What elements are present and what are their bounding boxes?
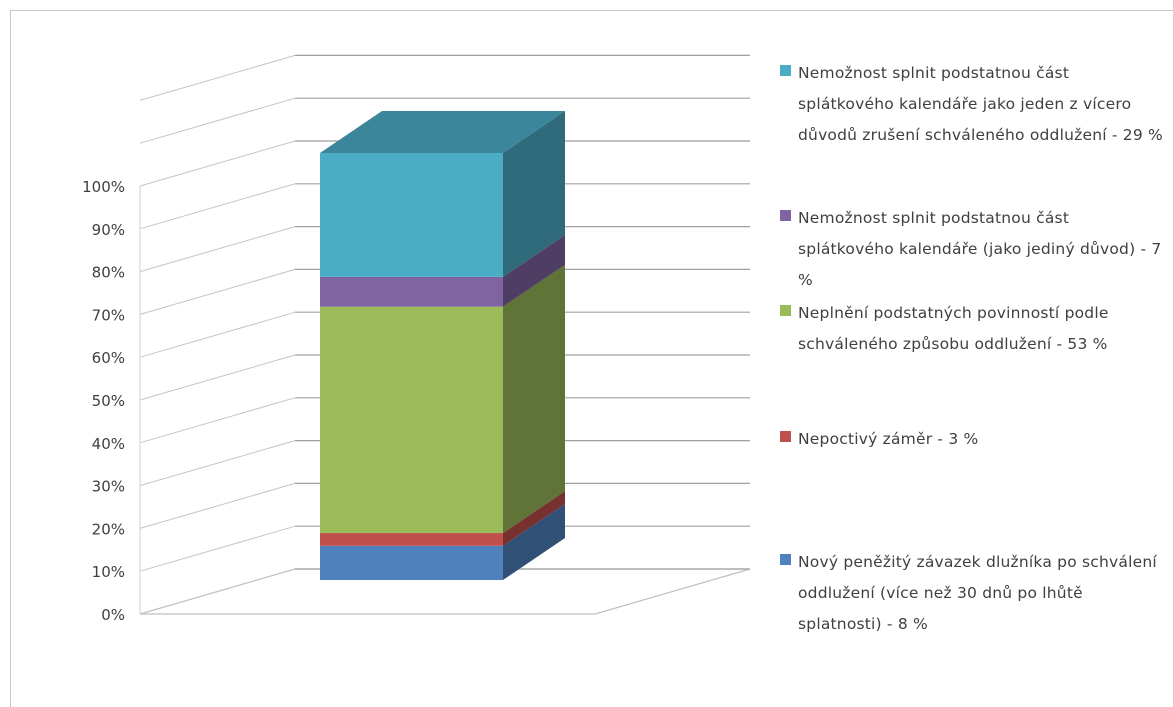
bar-segment — [320, 276, 503, 307]
side-gridline — [139, 311, 296, 358]
side-gridline — [139, 397, 296, 444]
bar-segment-side — [503, 234, 565, 307]
legend-label: Nemožnost splnit podstatnou část splátko… — [798, 209, 1162, 289]
side-gridline — [139, 568, 296, 615]
side-gridline — [139, 226, 296, 273]
bar-segment-side — [503, 111, 565, 277]
bar-segment — [320, 533, 503, 546]
side-gridline — [139, 482, 296, 529]
legend-swatch — [780, 431, 791, 442]
bar-segment-side — [503, 491, 565, 546]
side-gridline — [139, 354, 296, 401]
y-tick-label: 100% — [82, 178, 125, 196]
legend-item: Nepoctivý záměr - 3 % — [780, 424, 1168, 455]
bar-segment-side — [503, 264, 565, 534]
legend-label: Nepoctivý záměr - 3 % — [798, 430, 979, 448]
legend-item: Nový peněžitý závazek dlužníka po schvál… — [780, 547, 1168, 640]
side-gridline — [139, 97, 296, 144]
side-gridline — [139, 54, 296, 101]
bar-segment-side — [503, 503, 565, 580]
bar-top-face — [320, 111, 565, 153]
y-tick-label: 30% — [92, 478, 125, 496]
y-tick-label: 70% — [92, 306, 125, 324]
bar-segment — [320, 153, 503, 277]
plot-area — [320, 111, 565, 580]
legend-swatch — [780, 305, 791, 316]
side-gridline — [139, 140, 296, 187]
y-tick-label: 90% — [92, 221, 125, 239]
y-axis: 0% 10% 20% 30% 40% 50% 60% 70% 80% 90% 100% — [82, 178, 125, 624]
legend-swatch — [780, 210, 791, 221]
y-tick-label: 0% — [101, 606, 125, 624]
bar-segment — [320, 306, 503, 534]
side-gridline — [139, 525, 296, 572]
legend-label: Neplnění podstatných povinností podle sc… — [798, 304, 1109, 353]
chart-frame — [10, 10, 1173, 707]
legend-label: Nemožnost splnit podstatnou část splátko… — [798, 64, 1163, 144]
legend-swatch — [780, 554, 791, 565]
y-tick-label: 50% — [92, 392, 125, 410]
y-tick-label: 60% — [92, 349, 125, 367]
legend-item: Nemožnost splnit podstatnou část splátko… — [780, 203, 1168, 296]
y-tick-label: 40% — [92, 435, 125, 453]
legend-swatch — [780, 65, 791, 76]
legend-label: Nový peněžitý závazek dlužníka po schvál… — [798, 553, 1157, 633]
side-gridline — [139, 183, 296, 230]
legend-item: Nemožnost splnit podstatnou část splátko… — [780, 58, 1168, 151]
legend: Nemožnost splnit podstatnou část splátko… — [780, 0, 1170, 707]
y-tick-label: 10% — [92, 563, 125, 581]
y-tick-label: 80% — [92, 264, 125, 282]
bar-segment — [320, 545, 503, 580]
side-gridline — [139, 440, 296, 487]
side-gridline — [139, 268, 296, 315]
legend-item: Neplnění podstatných povinností podle sc… — [780, 298, 1168, 360]
y-tick-label: 20% — [92, 520, 125, 538]
